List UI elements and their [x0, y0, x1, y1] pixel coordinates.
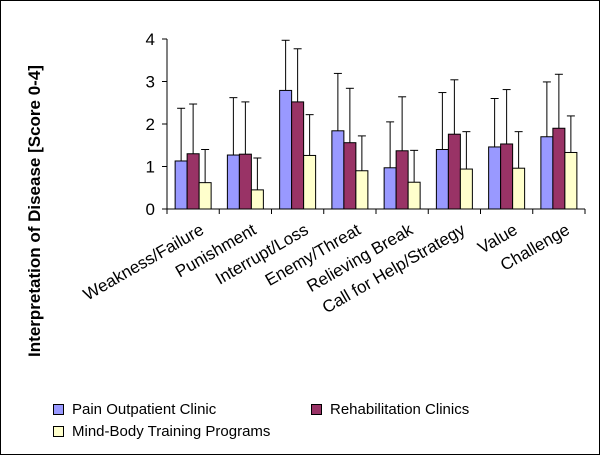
plot-area: 01234Weakness/FailurePunishmentInterrupt… [80, 30, 586, 317]
bar [174, 160, 188, 210]
bar [435, 149, 449, 210]
legend-item-mind-body: Mind-Body Training Programs [53, 423, 270, 440]
bar [226, 154, 240, 210]
bar [198, 182, 212, 210]
bar [447, 133, 461, 210]
legend-item-pain-outpatient: Pain Outpatient Clinic [53, 401, 216, 418]
bar [343, 142, 357, 210]
bar [488, 146, 502, 210]
y-tick-label: 1 [146, 158, 155, 177]
y-tick-label: 4 [146, 30, 155, 49]
legend-swatch [53, 426, 64, 437]
legend-label: Mind-Body Training Programs [72, 423, 271, 440]
y-tick-label: 2 [146, 115, 155, 134]
bar [459, 168, 473, 210]
bar [250, 189, 264, 210]
bar [407, 181, 421, 210]
bar [512, 167, 526, 210]
legend-swatch [311, 404, 322, 415]
y-tick-label: 0 [146, 200, 155, 219]
y-tick-label: 3 [146, 73, 155, 92]
y-axis-label: Interpretation of Disease [Score 0-4] [25, 65, 44, 357]
bar [303, 154, 317, 210]
bar [238, 153, 252, 210]
legend: Pain Outpatient Clinic Rehabilitation Cl… [9, 397, 589, 447]
bar [331, 130, 345, 210]
legend-label: Rehabilitation Clinics [330, 401, 470, 418]
bar [564, 151, 578, 210]
legend-swatch [53, 404, 64, 415]
legend-item-rehabilitation: Rehabilitation Clinics [311, 401, 469, 418]
bar [383, 167, 397, 210]
bar [540, 136, 554, 210]
bar [291, 101, 305, 210]
legend-label: Pain Outpatient Clinic [72, 401, 217, 418]
bar [186, 153, 200, 210]
bar [395, 150, 409, 210]
bar [552, 127, 566, 210]
bar [355, 170, 369, 210]
bar [279, 89, 293, 210]
bar [500, 143, 514, 210]
